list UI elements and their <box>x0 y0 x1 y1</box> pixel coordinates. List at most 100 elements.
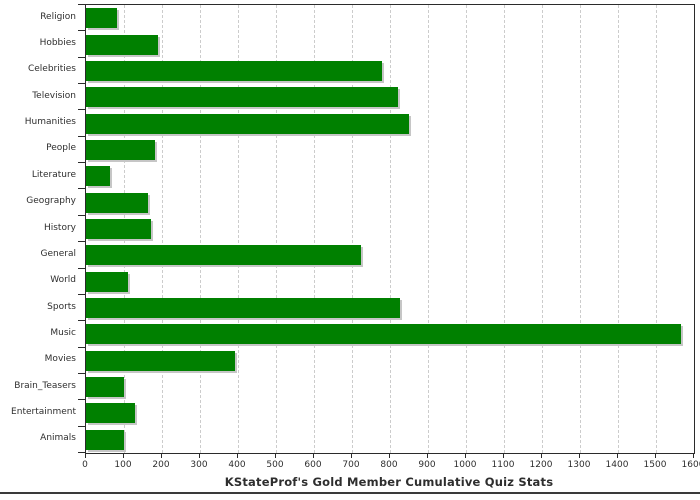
x-tick-1000 <box>465 453 466 458</box>
x-tick-600 <box>313 453 314 458</box>
y-tick-12 <box>78 320 85 321</box>
x-tick-label-1200: 1200 <box>529 460 553 470</box>
x-tick-label-600: 600 <box>304 460 322 470</box>
y-label-entertainment: Entertainment <box>11 406 76 417</box>
bar-animals <box>86 429 124 450</box>
x-tick-100 <box>123 453 124 458</box>
y-label-geography: Geography <box>26 196 76 207</box>
gridline-500 <box>276 5 277 453</box>
bar-religion <box>86 8 117 29</box>
y-tick-5 <box>78 136 85 137</box>
bar-music <box>86 324 681 345</box>
bar-general <box>86 245 361 266</box>
x-tick-label-300: 300 <box>190 460 208 470</box>
gridline-1400 <box>618 5 619 453</box>
chart-title: KStateProf's Gold Member Cumulative Quiz… <box>224 475 554 489</box>
y-label-world: World <box>50 275 76 286</box>
y-label-history: History <box>43 222 76 233</box>
y-tick-8 <box>78 215 85 216</box>
bar-movies <box>86 350 235 371</box>
y-label-movies: Movies <box>44 354 76 365</box>
y-label-music: Music <box>50 327 76 338</box>
y-label-humanities: Humanities <box>24 117 76 128</box>
x-tick-700 <box>351 453 352 458</box>
y-tick-17 <box>78 452 85 453</box>
x-tick-label-500: 500 <box>266 460 284 470</box>
bar-geography <box>86 192 148 213</box>
y-tick-3 <box>78 83 85 84</box>
x-tick-label-1000: 1000 <box>453 460 477 470</box>
gridline-1100 <box>504 5 505 453</box>
x-tick-0 <box>85 453 86 458</box>
bottom-divider <box>0 492 700 494</box>
x-tick-label-1500: 1500 <box>643 460 667 470</box>
y-label-sports: Sports <box>47 301 76 312</box>
y-tick-15 <box>78 399 85 400</box>
x-tick-label-1400: 1400 <box>605 460 629 470</box>
y-label-celebrities: Celebrities <box>27 64 76 75</box>
gridline-1300 <box>580 5 581 453</box>
x-tick-1600 <box>693 453 694 458</box>
gridline-600 <box>314 5 315 453</box>
y-label-literature: Literature <box>31 169 76 180</box>
x-tick-1500 <box>655 453 656 458</box>
y-label-people: People <box>46 143 76 154</box>
gridline-1000 <box>466 5 467 453</box>
y-tick-16 <box>78 426 85 427</box>
x-tick-500 <box>275 453 276 458</box>
plot-area <box>85 4 695 454</box>
gridline-900 <box>428 5 429 453</box>
y-tick-6 <box>78 162 85 163</box>
y-tick-14 <box>78 373 85 374</box>
bar-brain-teasers <box>86 377 124 398</box>
x-tick-400 <box>237 453 238 458</box>
bar-literature <box>86 166 110 187</box>
x-tick-label-400: 400 <box>228 460 246 470</box>
x-tick-label-1300: 1300 <box>567 460 591 470</box>
y-tick-11 <box>78 294 85 295</box>
x-tick-900 <box>427 453 428 458</box>
x-tick-300 <box>199 453 200 458</box>
y-label-general: General <box>40 248 76 259</box>
x-tick-1100 <box>503 453 504 458</box>
bar-hobbies <box>86 34 158 55</box>
y-label-hobbies: Hobbies <box>39 38 76 49</box>
x-tick-label-700: 700 <box>342 460 360 470</box>
x-tick-1400 <box>617 453 618 458</box>
x-tick-1300 <box>579 453 580 458</box>
y-label-animals: Animals <box>40 433 76 444</box>
gridline-400 <box>238 5 239 453</box>
gridline-800 <box>390 5 391 453</box>
bar-sports <box>86 298 400 319</box>
bar-entertainment <box>86 403 135 424</box>
x-tick-label-200: 200 <box>152 460 170 470</box>
bar-world <box>86 271 128 292</box>
y-tick-10 <box>78 268 85 269</box>
x-tick-label-1600: 1600 <box>681 460 700 470</box>
bar-celebrities <box>86 60 382 81</box>
y-label-brain-teasers: Brain_Teasers <box>14 380 76 391</box>
gridline-200 <box>162 5 163 453</box>
bar-television <box>86 87 398 108</box>
bar-history <box>86 219 151 239</box>
x-tick-200 <box>161 453 162 458</box>
x-tick-label-0: 0 <box>82 460 88 470</box>
y-tick-1 <box>78 30 85 31</box>
x-tick-800 <box>389 453 390 458</box>
x-tick-label-1100: 1100 <box>491 460 515 470</box>
bar-people <box>86 139 155 160</box>
y-tick-4 <box>78 109 85 110</box>
y-label-television: Television <box>32 90 76 101</box>
gridline-300 <box>200 5 201 453</box>
gridline-700 <box>352 5 353 453</box>
gridline-1500 <box>656 5 657 453</box>
x-tick-label-900: 900 <box>418 460 436 470</box>
y-tick-13 <box>78 347 85 348</box>
y-tick-2 <box>78 57 85 58</box>
x-tick-label-100: 100 <box>114 460 132 470</box>
x-tick-label-800: 800 <box>380 460 398 470</box>
x-tick-1200 <box>541 453 542 458</box>
y-tick-9 <box>78 241 85 242</box>
bar-humanities <box>86 113 409 134</box>
